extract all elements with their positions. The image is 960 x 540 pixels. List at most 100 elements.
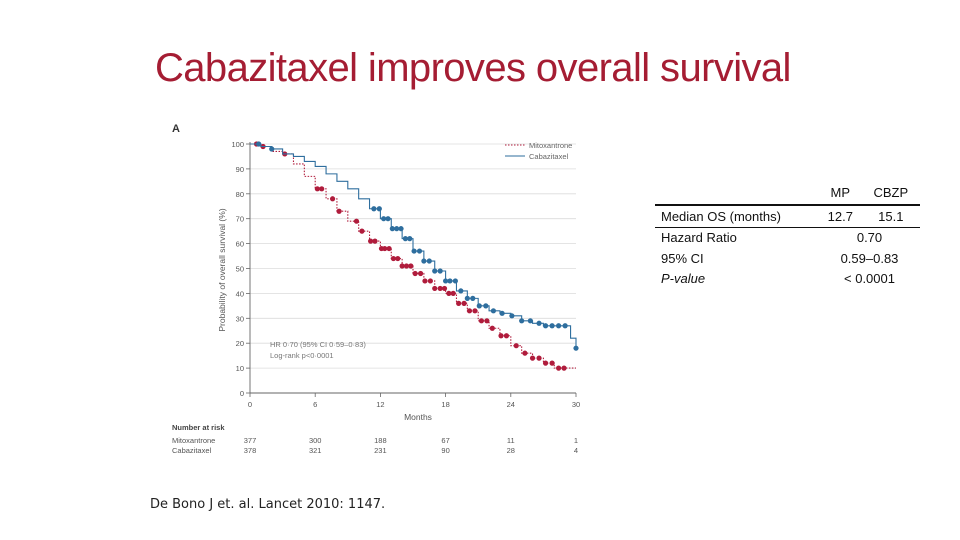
cabazitaxel-censor-mark [371,206,377,212]
y-tick-label: 30 [236,314,244,323]
x-tick-labels: 0 6 12 18 24 30 [248,400,580,409]
mitoxantrone-censor-mark [542,360,549,366]
cabazitaxel-censor-mark [411,248,417,254]
cabazitaxel-censor-mark [381,216,387,222]
col-header-mp: MP [819,180,862,206]
cabazitaxel-censor-mark [407,236,413,242]
cabazitaxel-censor-mark [490,308,497,314]
mitoxantrone-censor-mark [478,318,485,324]
row-label: P-value [661,271,706,287]
mitoxantrone-censor-mark [437,285,443,292]
risk-value: 28 [507,446,515,455]
hazard-ratio-value: 0.70 [856,230,883,246]
mitoxantrone-censor-mark [386,245,392,252]
cabazitaxel-censor-mark [394,226,400,232]
mitoxantrone-censor-mark [529,355,536,361]
mitoxantrone-censor-mark [466,308,473,314]
mitoxantrone-censor-mark [418,270,424,277]
y-tick-label: 10 [236,364,244,373]
cabazitaxel-censor-mark [416,248,423,254]
ci-value: 0.59–0.83 [840,250,899,266]
cabazitaxel-censor-mark [426,258,432,264]
risk-row-name: Cabazitaxel [172,446,212,455]
mitoxantrone-censor-mark [403,263,410,269]
cabazitaxel-censor-mark [376,206,382,212]
cabazitaxel-censor-mark [542,323,549,329]
cabazitaxel-censor-mark [458,288,464,294]
stats-table: MP CBZP Median OS (months) 12.7 15.1 Haz… [655,180,920,289]
cabazitaxel-censor-mark [402,236,408,242]
cabazitaxel-censor-mark [398,226,404,232]
mitoxantrone-censor-mark [484,318,490,324]
risk-value: 231 [374,446,387,455]
mitoxantrone-censor-mark [513,343,519,349]
risk-value: 67 [441,436,449,445]
mitoxantrone-censor-mark [456,300,462,306]
legend-label: Mitoxantrone [529,141,572,150]
mitoxantrone-censor-mark [359,228,365,234]
table-row: 95% CI 0.59–0.83 [655,248,920,269]
cabazitaxel-censor-mark [385,216,391,222]
hazard-ratio-annotation: HR 0·70 (95% CI 0·59–0·83) Log-rank p<0·0… [270,340,366,360]
cabazitaxel-censor-mark [464,295,470,301]
y-tick-label: 70 [236,215,244,224]
risk-value: 11 [507,436,515,445]
cabazitaxel-censor-mark [432,268,438,274]
mitoxantrone-censor-mark [561,365,567,371]
cabazitaxel-censor-mark [256,141,262,147]
legend: Mitoxantrone Cabazitaxel [505,141,572,161]
risk-value: 90 [441,446,449,455]
cabazitaxel-censor-mark [499,310,505,316]
mitoxantrone-censor-mark [314,186,320,192]
cabazitaxel-censor-mark [483,303,489,309]
mitoxantrone-censor-mark [395,255,401,262]
cabazitaxel-censor-mark [476,303,482,309]
cabazitaxel-censor-mark [269,146,275,152]
x-tick-label: 12 [376,400,384,409]
risk-value: 321 [309,446,322,455]
x-tick-label: 6 [313,400,317,409]
x-tick-label: 30 [572,400,580,409]
mitoxantrone-censor-mark [556,365,562,371]
mitoxantrone-censor-mark [503,333,510,339]
cabazitaxel-censor-mark [437,268,443,274]
p-value: < 0.0001 [844,271,895,287]
mitoxantrone-censor-mark [450,290,456,296]
mitoxantrone-censor-mark [372,238,378,244]
mitoxantrone-censor-mark [498,333,504,339]
cabazitaxel-censor-mark [452,278,458,284]
cabazitaxel-censor-mark [562,323,568,329]
y-tick-label: 0 [240,389,244,398]
table-row: P-value < 0.0001 [655,269,920,290]
mitoxantrone-censor-mark [319,186,325,192]
risk-value: 300 [309,436,322,445]
panel-label: A [172,123,180,135]
mitoxantrone-censor-mark [472,308,478,314]
cbzp-value: 15.1 [861,205,920,228]
row-label: Median OS (months) [655,205,819,228]
x-axis-label: Months [404,412,432,422]
mitoxantrone-censor-mark [441,285,448,292]
mitoxantrone-censor-mark [549,360,555,366]
y-tick-labels: 0 10 20 30 40 50 60 70 80 90 100 [231,140,244,398]
y-axis-label: Probability of overall survival (%) [217,208,227,331]
x-tick-label: 18 [441,400,449,409]
risk-value: 1 [574,436,578,445]
mitoxantrone-censor-mark [382,245,388,252]
table-row: Median OS (months) 12.7 15.1 [655,205,920,228]
cabazitaxel-censor-mark [527,318,533,324]
mitoxantrone-censor-mark [399,263,405,269]
cabazitaxel-censor-mark [447,278,453,284]
risk-table-title: Number at risk [172,423,225,432]
table-row: Hazard Ratio 0.70 [655,227,920,248]
cabazitaxel-censor-mark [470,295,476,301]
cabazitaxel-censor-mark [556,323,562,329]
mitoxantrone-censor-mark [329,196,336,202]
citation: De Bono J et. al. Lancet 2010: 1147. [150,497,386,512]
mitoxantrone-censor-mark [446,290,452,296]
mitoxantrone-censor-mark [489,325,495,331]
cabazitaxel-censor-mark [443,278,449,284]
mitoxantrone-censor-mark [461,300,467,306]
mitoxantrone-censor-mark [536,355,542,361]
mitoxantrone-censor-mark [353,218,360,224]
